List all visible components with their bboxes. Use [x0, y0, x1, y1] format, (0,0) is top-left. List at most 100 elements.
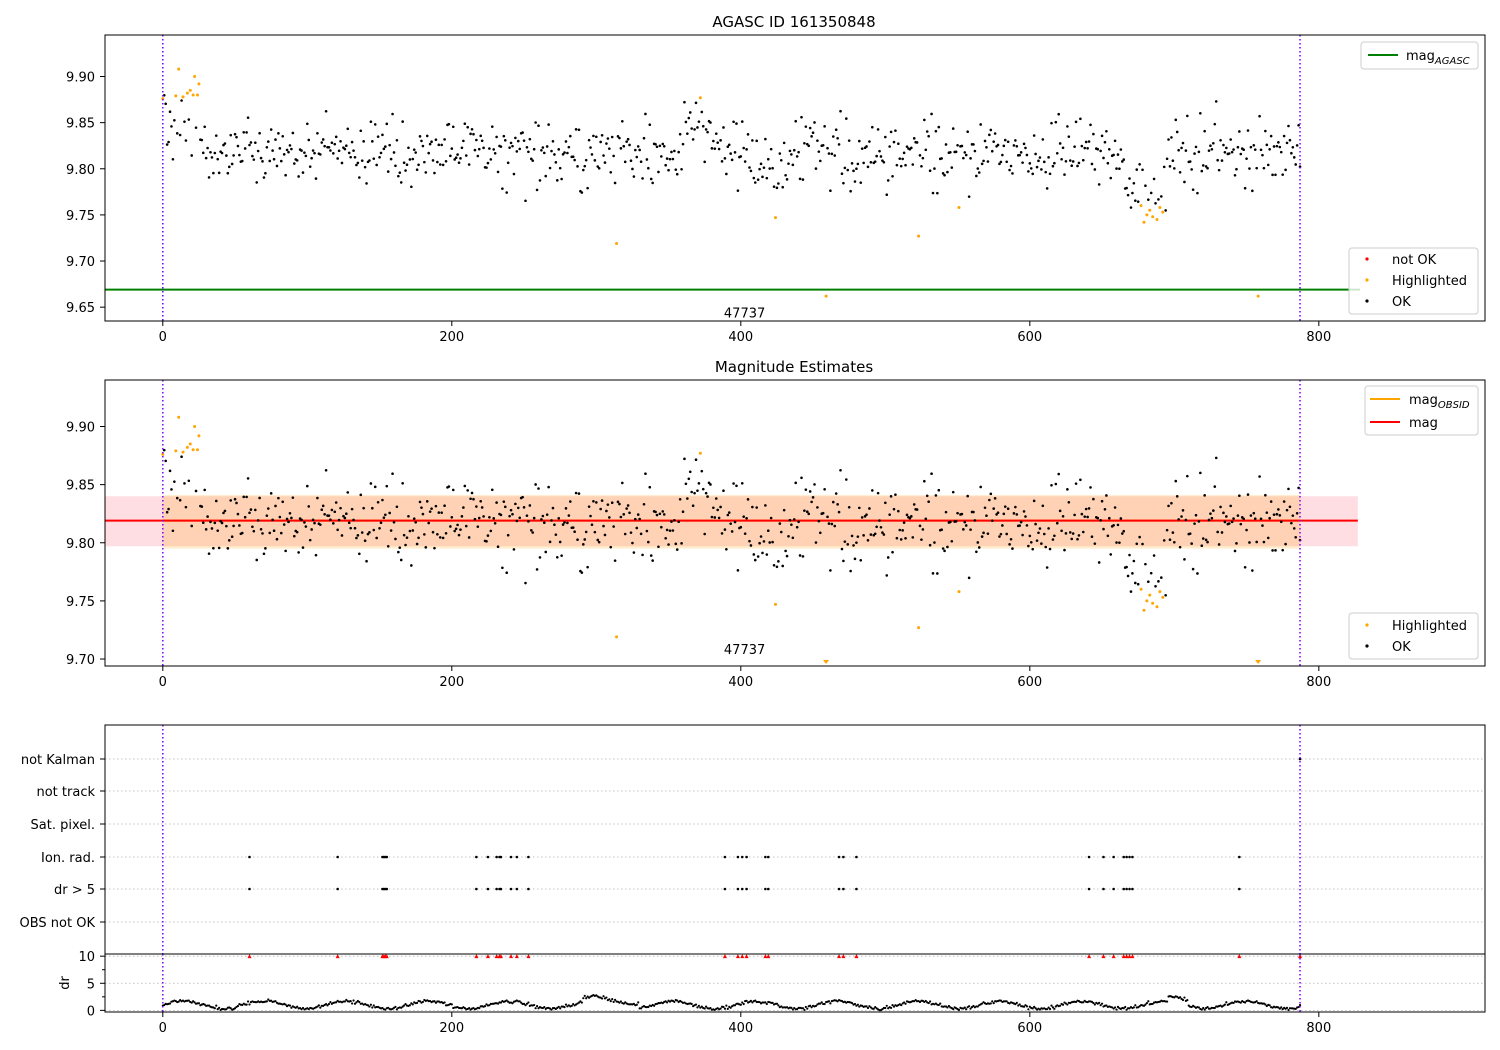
ok-point — [664, 163, 667, 167]
ok-point — [515, 519, 519, 523]
ok-point — [553, 523, 556, 527]
highlighted-point — [1158, 206, 1162, 210]
dr-point — [733, 1004, 737, 1007]
dr-point — [801, 1007, 805, 1010]
ok-point — [437, 143, 441, 147]
ok-point — [1034, 522, 1037, 526]
dr-point — [939, 1002, 942, 1005]
ok-point — [327, 145, 331, 149]
ok-point — [168, 110, 172, 113]
ok-point — [180, 455, 183, 459]
highlighted-point — [161, 452, 165, 456]
legend-label: Highlighted — [1392, 619, 1467, 634]
highlighted-point — [1148, 593, 1152, 597]
dr-point — [1105, 1004, 1108, 1007]
ok-point — [746, 133, 750, 136]
ok-point — [716, 141, 719, 144]
dr-point — [518, 1000, 521, 1003]
ok-point — [839, 109, 842, 113]
ok-point — [977, 546, 981, 549]
dr-point — [853, 1002, 857, 1006]
ok-point — [973, 149, 977, 153]
dr-point — [522, 1002, 526, 1005]
dr-point — [288, 1004, 292, 1007]
ion-rad-flag-point — [1128, 855, 1131, 859]
ok-point — [636, 513, 640, 516]
dr-point — [963, 1006, 966, 1009]
dr-point — [991, 1000, 994, 1003]
ok-point — [1079, 478, 1082, 482]
ok-point — [1006, 140, 1010, 144]
ok-point — [1264, 129, 1267, 133]
ok-point — [1092, 497, 1095, 501]
ok-point — [944, 510, 948, 514]
ok-point — [589, 514, 592, 518]
dr-point — [613, 998, 617, 1002]
ok-point — [647, 166, 650, 170]
dr-point — [771, 1001, 774, 1004]
ok-point — [408, 529, 412, 533]
ok-point — [742, 146, 746, 150]
dr-point — [653, 1004, 656, 1007]
dr-point — [267, 998, 270, 1001]
ok-point — [623, 160, 627, 164]
dr-point — [345, 998, 348, 1001]
ok-point — [464, 154, 468, 157]
ok-point — [769, 516, 773, 520]
ok-point — [548, 166, 552, 170]
ok-point — [933, 541, 936, 544]
ok-point — [170, 125, 173, 128]
dr-point — [534, 1007, 537, 1010]
ok-point — [785, 178, 789, 181]
dr-flag-point — [495, 887, 498, 891]
ok-point — [1173, 167, 1176, 170]
ok-point — [531, 159, 535, 162]
ok-point — [486, 534, 490, 537]
ok-point — [1008, 543, 1011, 546]
ok-point — [1180, 515, 1183, 518]
ok-point — [602, 154, 605, 157]
ok-point — [314, 177, 318, 180]
dr-point — [946, 1006, 949, 1009]
ok-point — [800, 115, 803, 119]
ok-point — [866, 165, 870, 169]
ok-point — [740, 120, 744, 123]
ok-point — [638, 148, 641, 152]
ok-point — [265, 145, 269, 149]
ok-point — [1213, 485, 1217, 488]
legend-lines: magAGASC — [1360, 41, 1479, 70]
ok-point — [1070, 164, 1074, 168]
ok-point — [973, 519, 977, 522]
ok-point — [686, 497, 689, 500]
ion-rad-flag-point — [495, 855, 498, 859]
ok-point — [1096, 147, 1100, 151]
ok-point — [1109, 553, 1113, 556]
dr-point — [168, 1002, 172, 1005]
ok-point — [1191, 188, 1195, 191]
ok-point — [1018, 524, 1022, 527]
ok-point — [522, 506, 526, 509]
ok-point — [678, 497, 682, 501]
ok-point — [816, 506, 819, 509]
ok-point — [1089, 486, 1092, 489]
highlighted-point — [185, 445, 189, 449]
ok-point — [584, 158, 588, 162]
ok-point — [1113, 506, 1117, 509]
ok-point — [311, 518, 315, 522]
ok-point — [681, 142, 685, 146]
y-tick-label: 9.80 — [66, 163, 95, 178]
dr-capped-marker — [1111, 954, 1116, 959]
ok-point — [684, 120, 688, 124]
ok-point — [960, 512, 964, 516]
ok-point — [1128, 553, 1131, 557]
highlighted-point — [1155, 218, 1159, 222]
ok-point — [622, 513, 626, 516]
ok-point — [1038, 527, 1042, 530]
ok-point — [1112, 153, 1115, 157]
ok-point — [1184, 518, 1188, 522]
y-tick-label: 9.90 — [66, 421, 95, 436]
ok-point — [420, 506, 423, 509]
ok-point — [878, 519, 881, 522]
dr-capped-marker — [740, 954, 745, 959]
ok-point — [801, 555, 805, 558]
